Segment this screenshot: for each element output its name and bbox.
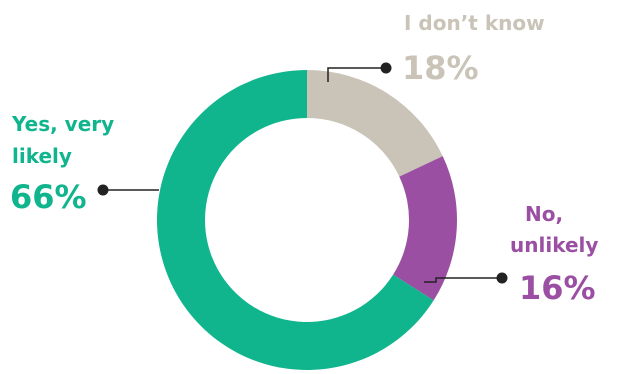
label-dont-know-name: I don’t know — [404, 11, 545, 35]
label-likely-name-line2: likely — [12, 144, 72, 168]
slice-unlikely — [393, 156, 457, 301]
label-likely-value: 66% — [10, 178, 87, 216]
leader-line-dont-know — [327, 67, 386, 82]
label-unlikely-name-line2: unlikely — [510, 233, 598, 257]
leader-dot-likely — [97, 184, 109, 196]
leader-line-unlikely — [424, 277, 502, 283]
slice-dont-know — [307, 70, 443, 177]
label-likely-name-line1: Yes, very — [11, 112, 114, 136]
leader-lines — [97, 62, 508, 284]
label-dont-know-value: 18% — [402, 49, 479, 87]
leader-dot-dont-know — [380, 62, 392, 74]
label-unlikely-name-line1: No, — [525, 202, 563, 226]
label-unlikely-value: 16% — [519, 269, 596, 307]
leader-dot-unlikely — [496, 272, 508, 284]
donut-slices — [157, 70, 457, 370]
slice-likely — [157, 70, 434, 370]
